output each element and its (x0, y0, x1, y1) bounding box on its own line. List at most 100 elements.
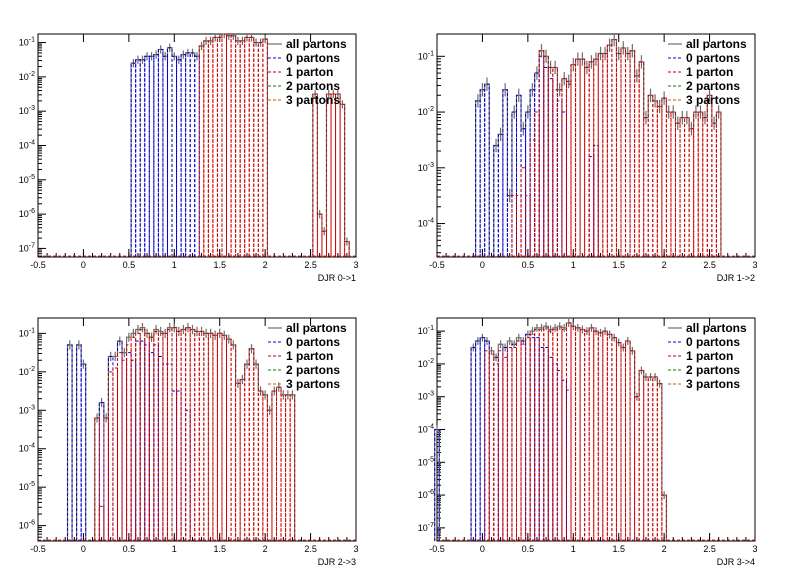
histogram-bin (244, 363, 250, 541)
histogram-bin (216, 332, 223, 541)
histogram-bin (556, 327, 563, 541)
x-tick-label: 0 (480, 544, 485, 554)
y-tick-label: 10-6 (19, 520, 35, 531)
histogram-bin (565, 83, 572, 257)
histogram-bin (321, 230, 327, 257)
y-tick-label: 10-4 (19, 443, 35, 454)
histogram-bin (280, 394, 287, 541)
legend-label-all: all partons (286, 37, 347, 51)
histogram-bin (176, 59, 182, 257)
histogram-bin (552, 328, 558, 541)
histogram-bin (67, 344, 73, 541)
histogram-bin (516, 195, 522, 257)
histogram-bin (638, 61, 645, 257)
histogram-bin (538, 50, 545, 257)
x-tick-label: -0.5 (30, 260, 46, 270)
histogram-bin (180, 329, 187, 541)
histogram-bin (652, 376, 658, 541)
histogram-bin (552, 89, 558, 257)
histogram-bin (144, 332, 150, 541)
histogram-bin (520, 343, 527, 541)
histogram-bin (715, 111, 722, 257)
x-tick-label: -0.5 (429, 544, 445, 554)
histogram-bin (506, 347, 513, 541)
histogram-bin (189, 52, 196, 257)
histogram-bin (634, 396, 640, 541)
legend-label-zero: 0 partons (686, 335, 740, 349)
histogram-bin (488, 353, 495, 541)
histogram-bin (538, 347, 545, 541)
histogram-bin (516, 94, 522, 257)
histogram-bin (139, 340, 146, 541)
histogram-bin (76, 344, 82, 541)
histogram-bin (511, 343, 517, 541)
histogram-bin (556, 89, 563, 257)
x-tick-label: 1 (571, 544, 576, 554)
histogram-bin (597, 332, 604, 541)
y-tick-label: 10-4 (418, 424, 434, 435)
histogram-bin (575, 327, 581, 541)
histogram-bin (166, 329, 173, 541)
histogram-bin (262, 394, 268, 541)
histogram-bin (529, 89, 536, 257)
x-tick-label: 0.5 (522, 260, 535, 270)
histogram-bin (226, 35, 232, 257)
histogram-bin (185, 409, 191, 541)
histogram-bin (579, 328, 586, 541)
histogram-bin (166, 47, 173, 257)
x-tick-label: 2 (263, 260, 268, 270)
histogram-bin (643, 376, 649, 541)
histogram-bin (647, 94, 654, 257)
x-tick-label: 3 (353, 260, 358, 270)
histogram-bin (103, 417, 109, 541)
histogram-bin (271, 390, 277, 541)
histogram-bin (117, 340, 123, 541)
x-tick-label: 2.5 (304, 544, 317, 554)
histogram-bin (647, 376, 654, 541)
histogram-bin (203, 40, 209, 257)
x-tick-label: 3 (353, 544, 358, 554)
histogram-bin (525, 111, 531, 257)
histogram-bin (221, 33, 228, 257)
histogram-bin (157, 355, 164, 541)
histogram-bin (144, 55, 150, 257)
histogram-bin (656, 383, 663, 541)
y-tick-label: 10-3 (19, 105, 35, 116)
histogram-bin (643, 117, 649, 257)
y-tick-label: 10-4 (418, 218, 434, 229)
histogram-bin (588, 327, 595, 541)
histogram-bin (693, 111, 699, 257)
histogram-bin (511, 111, 517, 257)
histogram-bin (244, 36, 250, 257)
histogram-bin (547, 78, 554, 257)
y-tick-label: 10-1 (418, 50, 434, 61)
histogram-bin (207, 40, 214, 257)
histogram-bin (525, 333, 531, 541)
histogram-bin (285, 394, 291, 541)
histogram-bin (198, 45, 205, 257)
histogram-bin (679, 117, 686, 257)
legend-label-three: 3 partons (286, 93, 340, 107)
histogram-bin (330, 93, 337, 257)
histogram-bin (688, 128, 695, 257)
histogram-bin (629, 50, 636, 257)
histogram-bin (107, 355, 114, 541)
histogram-bin (588, 156, 595, 257)
histogram-bin (493, 363, 499, 541)
histogram-bin (529, 337, 536, 541)
histogram-bin (547, 330, 554, 541)
histogram-bin (276, 386, 282, 541)
legend-label-three: 3 partons (686, 377, 740, 391)
y-tick-label: 10-3 (19, 404, 35, 415)
histogram-line (434, 322, 668, 541)
histogram-bin (171, 327, 178, 541)
histogram-bin (117, 352, 123, 541)
histogram-bin (502, 356, 508, 541)
x-tick-label: 0 (480, 260, 485, 270)
x-tick-label: 2 (662, 544, 667, 554)
histogram-bin (652, 100, 658, 257)
histogram-bin (262, 38, 268, 257)
